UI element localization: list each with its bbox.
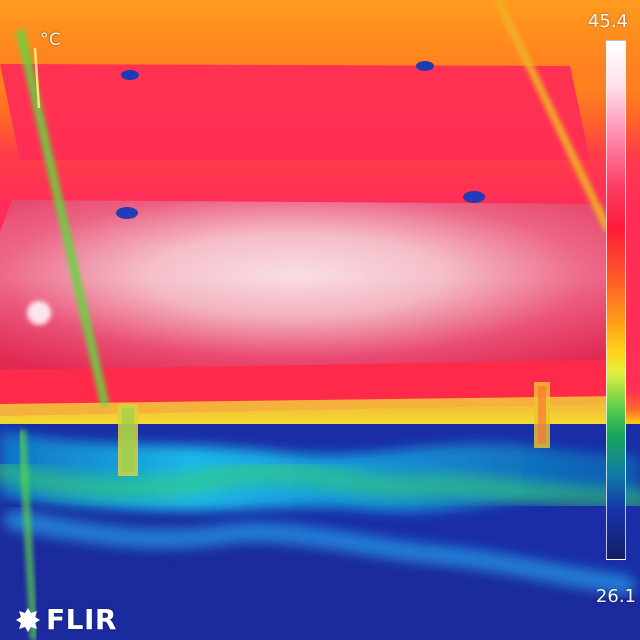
upper-warm-band: [0, 0, 640, 75]
left-rail-highlight: [33, 47, 41, 109]
vertical-support-post: [18, 429, 38, 640]
support-bracket: [538, 386, 546, 444]
support-bracket: [122, 408, 134, 472]
mount-hole: [463, 191, 485, 203]
upper-roof-panel: [0, 64, 590, 160]
min-temperature-label: 26.1: [595, 586, 636, 607]
temperature-unit: °C: [40, 30, 62, 50]
brand-name: FLIR: [46, 603, 117, 636]
right-rail: [494, 0, 612, 232]
mount-hole: [121, 70, 139, 80]
temperature-scale-bar: [606, 40, 626, 560]
green-heat-streak: [0, 458, 640, 512]
hot-spot: [27, 301, 51, 325]
blue-heat-streak: [4, 510, 635, 595]
panel-warm-fringe: [0, 396, 624, 432]
max-temperature-label: 45.4: [587, 11, 628, 32]
brand-logo: FLIR: [14, 606, 117, 634]
solar-panel-shade: [0, 200, 614, 372]
mount-hole: [416, 61, 434, 71]
left-rail: [15, 29, 110, 406]
flir-logo-icon: [16, 608, 40, 632]
mount-hole: [116, 207, 138, 219]
